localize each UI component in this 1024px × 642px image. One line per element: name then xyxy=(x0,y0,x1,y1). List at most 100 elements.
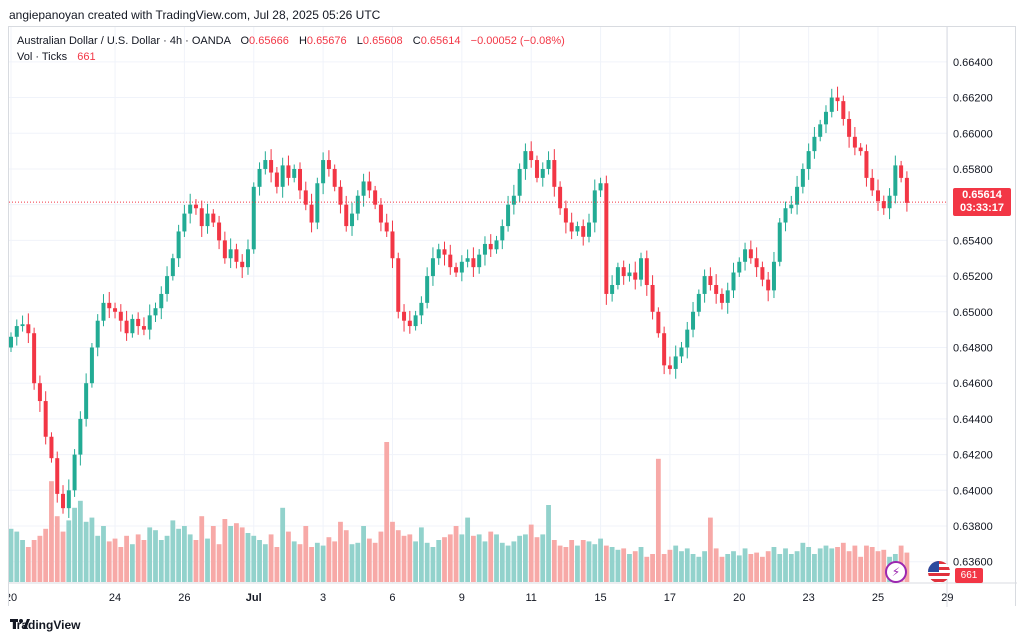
volume-bar xyxy=(314,542,320,582)
candle-body xyxy=(546,160,551,169)
candle-body xyxy=(633,272,638,280)
volume-bar xyxy=(823,545,829,582)
volume-bar xyxy=(690,554,696,582)
time-axis-label: 25 xyxy=(872,592,884,604)
candle-body xyxy=(667,365,672,369)
symbol-name[interactable]: Australian Dollar / U.S. Dollar · 4h · O… xyxy=(17,35,231,47)
volume-bar xyxy=(95,535,101,582)
volume-bar xyxy=(60,531,66,582)
candle-body xyxy=(384,222,389,232)
chart-area[interactable]: 0.664000.662000.660000.658000.656000.654… xyxy=(8,26,1017,607)
us-flag-icon[interactable] xyxy=(928,561,950,583)
volume-bar xyxy=(182,526,187,582)
candle-body xyxy=(650,285,655,312)
volume-bar xyxy=(788,554,794,582)
candle-body xyxy=(569,222,574,232)
candle-body xyxy=(754,258,759,268)
volume-bar xyxy=(407,534,413,582)
volume-bar xyxy=(540,534,546,582)
candle-body xyxy=(217,222,222,241)
candlestick-chart[interactable]: 0.664000.662000.660000.658000.656000.654… xyxy=(9,27,1017,607)
candle-body xyxy=(500,226,505,241)
candle-body xyxy=(581,226,586,237)
candle-body xyxy=(419,302,424,316)
candle-body xyxy=(685,329,690,348)
candle-body xyxy=(471,258,476,268)
candle-body xyxy=(182,213,187,232)
candle-body xyxy=(26,324,31,334)
candle-body xyxy=(615,267,620,286)
candle-body xyxy=(176,231,181,259)
price-axis-label: 0.66000 xyxy=(953,128,993,140)
time-axis-label: 11 xyxy=(525,592,536,604)
candle-body xyxy=(621,267,626,277)
candle-body xyxy=(251,186,256,250)
volume-bar xyxy=(343,530,349,582)
candle-body xyxy=(95,320,100,348)
volume-bar xyxy=(37,535,43,582)
candle-body xyxy=(708,276,713,286)
volume-bar xyxy=(193,540,199,582)
close-label: C xyxy=(412,35,421,47)
candle-body xyxy=(858,147,863,152)
time-axis-label: 20 xyxy=(9,592,17,604)
candle-body xyxy=(482,243,487,255)
candle-body xyxy=(737,261,742,273)
candle-body xyxy=(32,333,37,384)
volume-bar xyxy=(598,538,603,582)
candle-body xyxy=(864,151,869,178)
volume-bar xyxy=(205,538,210,582)
volume-bar xyxy=(713,548,719,582)
candle-body xyxy=(823,111,828,125)
candle-body xyxy=(731,272,736,291)
candle-body xyxy=(72,454,77,491)
candle-body xyxy=(575,226,580,232)
candle-body xyxy=(436,249,441,259)
volume-bar xyxy=(505,545,511,582)
low-label: L xyxy=(356,35,363,47)
candle-body xyxy=(373,190,378,205)
volume-bar xyxy=(228,526,234,582)
volume-bar xyxy=(638,547,644,582)
volume-bar xyxy=(523,534,528,582)
time-axis-label: 3 xyxy=(320,592,326,604)
price-axis-label: 0.64200 xyxy=(953,450,993,462)
candle-body xyxy=(147,315,152,330)
candle-body xyxy=(211,213,216,223)
candle-body xyxy=(679,347,684,357)
candle-body xyxy=(263,160,268,169)
candle-body xyxy=(766,279,771,291)
price-axis-label: 0.64400 xyxy=(953,414,993,426)
candle-body xyxy=(771,261,776,291)
volume-bar xyxy=(742,548,748,582)
price-axis-label: 0.65400 xyxy=(953,235,993,247)
candle-body xyxy=(795,186,800,205)
volume-bar xyxy=(158,540,164,582)
footer-brand[interactable]: TradingView xyxy=(10,618,80,632)
candle-body xyxy=(748,249,753,259)
volume-bar xyxy=(297,544,303,582)
price-axis-label: 0.65200 xyxy=(953,271,993,283)
volume-bar xyxy=(390,521,395,582)
candle-body xyxy=(587,222,591,237)
volume-label[interactable]: Vol · Ticks xyxy=(17,51,68,63)
volume-bar xyxy=(413,541,418,582)
volume-bar xyxy=(326,537,332,582)
candle-body xyxy=(904,177,909,203)
candle-body xyxy=(89,347,94,384)
open-label: O xyxy=(240,35,250,47)
volume-bar xyxy=(760,556,765,582)
open-value: 0.65666 xyxy=(249,35,289,47)
volume-bar xyxy=(447,534,453,582)
volume-bar xyxy=(546,505,551,582)
candle-body xyxy=(165,276,170,294)
candle-body xyxy=(9,336,13,348)
volume-bar xyxy=(9,528,14,582)
candle-body xyxy=(49,436,54,459)
volume-bar xyxy=(840,542,846,582)
volume-bar xyxy=(274,547,280,582)
lightning-icon[interactable]: ⚡ xyxy=(885,561,907,583)
candle-body xyxy=(852,136,857,148)
volume-bar xyxy=(696,556,702,582)
volume-bar xyxy=(725,554,731,582)
